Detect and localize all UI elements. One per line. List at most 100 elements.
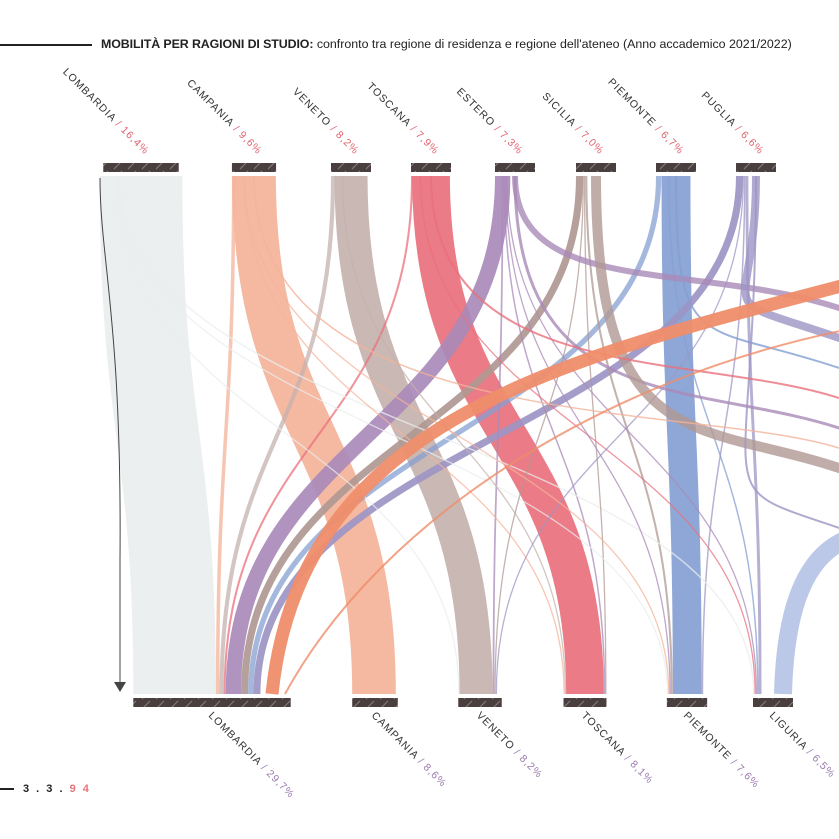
target-label-percent: / 6,5% — [804, 747, 838, 781]
source-label-percent: / 8,2% — [328, 123, 362, 157]
target-node-campania — [352, 698, 398, 707]
title-rule — [0, 44, 92, 46]
flow-direction-arrow — [99, 177, 121, 688]
flow-lombardia-to-lombardia — [99, 175, 216, 695]
flow-veneto-to-lombardia — [219, 175, 336, 695]
source-node-lombardia — [103, 163, 179, 172]
flow-piemonte-to-piemonte — [661, 175, 702, 695]
target-label-percent: / 29,7% — [258, 762, 297, 801]
target-label-name: VENETO — [474, 710, 520, 756]
target-node-toscana — [563, 698, 607, 707]
flow-toscana-to-toscana — [412, 175, 604, 695]
source-label-name: PIEMONTE — [605, 76, 661, 132]
target-node-lombardia — [133, 698, 291, 707]
target-node-liguria — [753, 698, 793, 707]
target-label-campania: CAMPANIA / 8,6% — [369, 710, 449, 790]
target-label-liguria: LIGURIA / 6,5% — [767, 710, 838, 781]
source-label-percent: / 7,3% — [492, 123, 526, 157]
target-label-percent: / 7,6% — [728, 757, 762, 791]
source-label-name: CAMPANIA — [184, 77, 239, 132]
source-node-campania — [231, 163, 277, 172]
flow-sicilia-to-veneto — [494, 175, 584, 695]
source-label-percent: / 7,9% — [408, 123, 442, 157]
flow-campania-to-lombardia — [215, 175, 236, 695]
page-number-section: 3 . 3 . — [23, 783, 65, 795]
flow-offchart-orange-to-lombardia — [265, 279, 839, 695]
source-label-name: LOMBARDIA — [60, 66, 121, 127]
flow-sicilia-to-toscana — [583, 175, 607, 695]
source-label-piemonte: PIEMONTE / 6,7% — [605, 76, 686, 157]
flow-veneto-to-toscana — [341, 175, 567, 695]
source-label-name: VENETO — [290, 86, 336, 132]
flow-estero-to-piemonte — [504, 175, 671, 695]
page-number-dash — [0, 788, 14, 791]
flow-puglia-to-veneto — [495, 175, 744, 695]
chart-title-bold: MOBILITÀ PER RAGIONI DI STUDIO: — [101, 37, 314, 51]
decoration-layer — [99, 175, 839, 695]
flow-offchart-estero-1 — [513, 175, 839, 430]
page-number-page: 9 4 — [69, 783, 91, 795]
flow-campania-to-piemonte — [244, 175, 670, 695]
target-label-name: LIGURIA — [767, 710, 813, 756]
source-label-toscana: TOSCANA / 7,9% — [365, 80, 442, 157]
target-label-name: PIEMONTE — [681, 710, 737, 766]
target-label-percent: / 8,6% — [415, 756, 449, 790]
source-node-piemonte — [656, 163, 696, 172]
target-node-piemonte — [666, 698, 708, 707]
source-label-campania: CAMPANIA / 9,6% — [184, 77, 264, 157]
source-label-percent: / 16,4% — [113, 119, 152, 158]
chart-title: MOBILITÀ PER RAGIONI DI STUDIO: confront… — [101, 37, 792, 51]
flow-direction-arrowhead — [114, 682, 126, 692]
target-label-percent: / 8,2% — [511, 747, 545, 781]
flow-campania-to-toscana — [242, 175, 565, 695]
chart-title-rest: confronto tra regione di residenza e reg… — [316, 37, 792, 51]
source-label-percent: / 7,0% — [573, 123, 607, 157]
source-node-estero — [495, 163, 535, 172]
target-label-name: LOMBARDIA — [206, 710, 267, 771]
target-label-toscana: TOSCANA / 8,1% — [579, 710, 656, 787]
flow-offchart-sicilia-4 — [591, 175, 839, 474]
source-label-name: TOSCANA — [365, 80, 417, 132]
target-label-percent: / 8,1% — [622, 753, 656, 787]
target-label-name: CAMPANIA — [369, 710, 424, 765]
flow-sicilia-to-lombardia — [240, 175, 584, 695]
flow-offchart-to-liguria — [774, 532, 839, 695]
flow-layer — [99, 175, 762, 695]
source-label-percent: / 9,6% — [231, 123, 265, 157]
flow-offchart-puglia-3 — [741, 175, 839, 343]
flow-estero-to-liguria — [506, 175, 758, 695]
source-label-percent: / 6,6% — [733, 123, 767, 157]
page-number: 3 . 3 . 9 4 — [0, 783, 91, 795]
flow-offchart-puglia-5 — [744, 175, 839, 530]
flow-estero-to-lombardia — [225, 175, 511, 695]
flow-lombardia-to-piemonte — [117, 175, 669, 695]
source-label-name: SICILIA — [540, 90, 581, 131]
target-label-lombardia: LOMBARDIA / 29,7% — [206, 710, 297, 801]
source-label-lombardia: LOMBARDIA / 16,4% — [60, 66, 151, 157]
source-label-puglia: PUGLIA / 6,6% — [699, 89, 767, 157]
source-label-veneto: VENETO / 8,2% — [290, 86, 361, 157]
target-label-veneto: VENETO / 8,2% — [474, 710, 545, 781]
flow-offchart-toscana-6 — [430, 175, 839, 400]
source-label-name: ESTERO — [454, 86, 500, 132]
target-label-name: TOSCANA — [579, 710, 631, 762]
source-node-sicilia — [576, 163, 616, 172]
target-node-veneto — [458, 698, 502, 707]
source-node-veneto — [331, 163, 371, 172]
flow-offchart-orange-thin — [284, 330, 839, 695]
flow-sicilia-to-piemonte — [585, 175, 673, 695]
source-node-puglia — [736, 163, 776, 172]
source-label-name: PUGLIA — [699, 89, 741, 131]
source-node-toscana — [411, 163, 451, 172]
flow-offchart-estero-0 — [512, 175, 839, 312]
flow-lombardia-to-veneto — [115, 175, 460, 695]
target-label-piemonte: PIEMONTE / 7,6% — [681, 710, 762, 791]
node-layer — [103, 163, 793, 707]
source-label-estero: ESTERO / 7,3% — [454, 86, 525, 157]
source-label-sicilia: SICILIA / 7,0% — [540, 90, 607, 157]
source-label-percent: / 6,7% — [653, 123, 687, 157]
flow-estero-to-veneto — [492, 175, 504, 695]
flow-toscana-to-lombardia — [223, 175, 414, 695]
flow-estero-to-toscana — [503, 175, 606, 695]
